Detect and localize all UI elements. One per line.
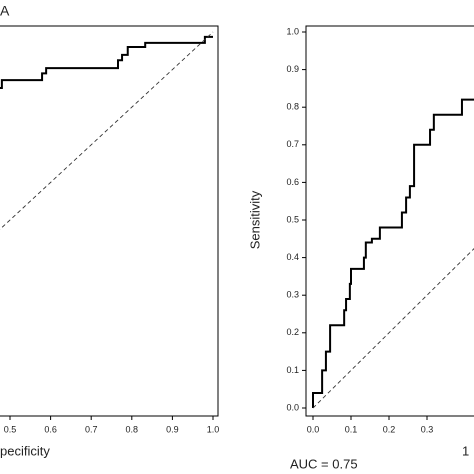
x-tick-label: 0.1 (345, 424, 358, 434)
x-tick-label: 0.3 (421, 424, 434, 434)
auc-annotation: AUC = 0.75 (290, 456, 358, 471)
reference-line (0, 31, 214, 230)
panel-label: A (0, 3, 10, 19)
y-tick-label: 0.5 (286, 214, 299, 224)
y-tick-label: 0.0 (286, 402, 299, 412)
x-tick-label: 0.7 (85, 424, 98, 434)
y-tick-label: 0.6 (286, 177, 299, 187)
x-tick-label: 0.5 (4, 424, 17, 434)
plot-frame (305, 25, 474, 417)
x-tick-label: 0.0 (307, 424, 320, 434)
x-tick-label: 0.6 (44, 424, 57, 434)
y-axis-label: Sensitivity (247, 190, 262, 249)
roc-curve (0, 35, 213, 90)
y-tick-label: 0.9 (286, 64, 299, 74)
x-axis-label: 1 (462, 443, 469, 458)
x-tick-label: 1.0 (207, 424, 220, 434)
y-tick-label: 0.7 (286, 139, 299, 149)
y-tick-label: 0.4 (286, 252, 299, 262)
x-axis-label: pecificity (0, 443, 50, 458)
y-tick-label: 0.2 (286, 327, 299, 337)
reference-line (312, 248, 474, 409)
x-tick-label: 0.8 (126, 424, 139, 434)
y-tick-label: 1.0 (286, 26, 299, 36)
plot-frame (0, 25, 219, 417)
x-tick-label: 0.9 (166, 424, 179, 434)
y-tick-label: 0.3 (286, 290, 299, 300)
y-tick-label: 0.1 (286, 365, 299, 375)
roc-curve (312, 98, 474, 408)
y-tick-label: 0.8 (286, 102, 299, 112)
x-tick-label: 0.2 (383, 424, 396, 434)
